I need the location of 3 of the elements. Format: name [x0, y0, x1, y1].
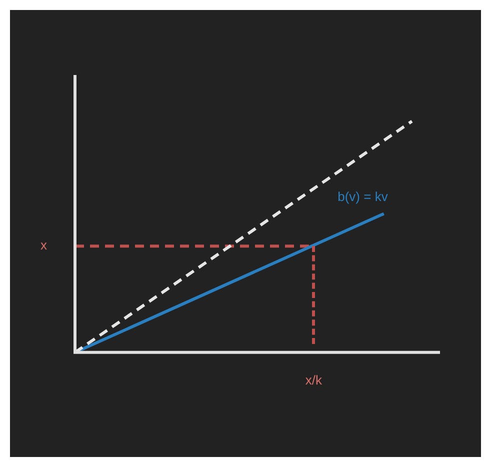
- text: x: [40, 238, 48, 253]
- series-label: b(v) = kv: [338, 188, 388, 204]
- text: x/k: [305, 372, 322, 388]
